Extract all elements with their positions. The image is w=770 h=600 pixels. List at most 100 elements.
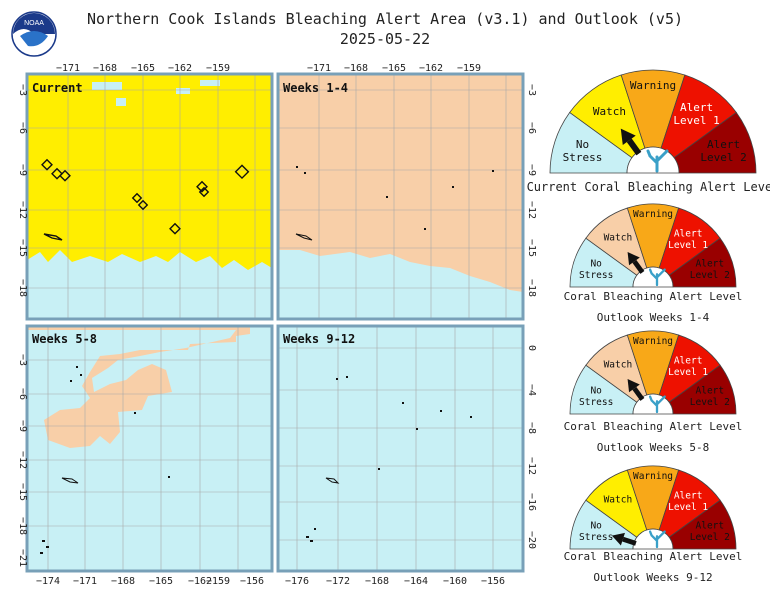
alert-level-1-label: Alert xyxy=(680,101,713,114)
gauge-caption: Outlook Weeks 5-8 xyxy=(597,441,710,454)
top-tick-label: −168 xyxy=(344,63,368,74)
left-tick-label: −21 xyxy=(17,549,28,567)
noaa-logo: NOAA xyxy=(11,11,57,57)
coral-icon xyxy=(648,268,666,287)
top-tick-label: −162 xyxy=(168,63,192,74)
map-current-top-axis: −171 −168 −165 −162 −159 xyxy=(56,63,230,74)
right-tick-label: −8 xyxy=(526,422,537,434)
map-weeks-1-4-grid xyxy=(278,74,523,319)
gauge-arrowhead xyxy=(611,532,625,546)
warning-label: Warning xyxy=(633,336,673,347)
top-tick-label: −159 xyxy=(206,63,230,74)
map-weeks-1-4-islands xyxy=(295,166,494,241)
alert-level-2-label: Level 2 xyxy=(690,270,730,281)
bottom-tick-label: −172 xyxy=(326,576,350,587)
right-tick-label: −12 xyxy=(526,457,537,475)
alert-level-2-label: Alert xyxy=(707,138,740,151)
left-tick-label: −15 xyxy=(17,483,28,501)
alert-level-1-label: Alert xyxy=(674,356,703,367)
page-date: 2025-05-22 xyxy=(340,30,430,48)
no-stress-label: Stress xyxy=(579,397,613,408)
alert-level-2-label: Level 2 xyxy=(690,532,730,543)
no-stress-label: Stress xyxy=(563,151,603,164)
right-tick-label: −6 xyxy=(526,122,537,134)
alert-level-1-label: Level 1 xyxy=(668,367,708,378)
logo-text: NOAA xyxy=(24,20,44,27)
map-weeks-5-8-bottom-axis: −174 −171 −168 −165 −162 −159 −156 xyxy=(36,576,264,587)
watch-label: Watch xyxy=(593,105,626,118)
right-tick-label: −9 xyxy=(526,164,537,176)
top-tick-label: −168 xyxy=(93,63,117,74)
alert-level-1-label: Level 1 xyxy=(673,114,719,127)
left-tick-label: −6 xyxy=(17,388,28,400)
alert-level-2-label: Alert xyxy=(696,259,725,270)
map-current-label: Current xyxy=(32,81,83,95)
map-weeks-5-8-islands xyxy=(40,366,170,554)
coral-icon xyxy=(648,395,666,414)
right-tick-label: −16 xyxy=(526,493,537,511)
alert-level-1-label: Level 1 xyxy=(668,502,708,513)
bottom-tick-label: −162 xyxy=(188,576,212,587)
top-tick-label: −162 xyxy=(419,63,443,74)
map-weeks-1-4-right-axis: −3 −6 −9 −12 −15 −18 xyxy=(526,84,537,297)
alert-level-2-label: Level 2 xyxy=(690,397,730,408)
map-weeks-9-12-bottom-axis: −176 −172 −168 −164 −160 −156 xyxy=(285,576,505,587)
right-tick-label: −3 xyxy=(526,84,537,96)
bottom-tick-label: −159 xyxy=(206,576,230,587)
no-stress-label: No xyxy=(590,386,602,397)
gauge-arrowhead xyxy=(627,252,640,266)
alert-level-1-label: Level 1 xyxy=(668,240,708,251)
gauge-caption: Coral Bleaching Alert Level xyxy=(564,290,743,303)
map-weeks-5-8-frame xyxy=(25,324,274,573)
map-weeks-9-12-islands xyxy=(306,376,472,542)
map-weeks-1-4-nostress-region xyxy=(278,250,523,319)
map-current: Current −171 −168 −165 −162 −159 −3 −6 −… xyxy=(17,63,274,321)
gauge-caption: Outlook Weeks 9-12 xyxy=(593,571,712,584)
left-tick-label: −9 xyxy=(17,164,28,176)
gauge-caption: Current Coral Bleaching Alert Level xyxy=(527,180,770,194)
map-weeks-5-8-watch-region xyxy=(27,326,250,448)
map-weeks-9-12-frame xyxy=(276,324,525,573)
coral-icon xyxy=(646,149,669,173)
coral-icon xyxy=(648,530,666,549)
bottom-tick-label: −168 xyxy=(111,576,135,587)
top-tick-label: −159 xyxy=(457,63,481,74)
map-weeks-5-8: Weeks 5-8 −3 −6 −9 −12 −15 −18 −21 −174 … xyxy=(17,324,274,587)
alert-level-2-label: Alert xyxy=(696,521,725,532)
gauge-arrowhead xyxy=(627,379,640,393)
map-weeks-5-8-label: Weeks 5-8 xyxy=(32,332,97,346)
no-stress-label: No xyxy=(576,138,589,151)
alert-level-2-label: Alert xyxy=(696,386,725,397)
left-tick-label: −15 xyxy=(17,239,28,257)
map-weeks-9-12-right-axis: 0 −4 −8 −12 −16 −20 xyxy=(526,345,537,549)
bottom-tick-label: −165 xyxy=(149,576,173,587)
map-current-nostress-region xyxy=(27,80,272,319)
left-tick-label: −18 xyxy=(17,517,28,535)
map-weeks-5-8-background xyxy=(27,326,272,571)
gauge-caption: Coral Bleaching Alert Level xyxy=(564,550,743,563)
left-tick-label: −9 xyxy=(17,420,28,432)
gauge-caption: Coral Bleaching Alert Level xyxy=(564,420,743,433)
left-tick-label: −12 xyxy=(17,451,28,469)
map-weeks-1-4: Weeks 1-4 −171 −168 −165 −162 −159 −3 −6… xyxy=(276,63,537,321)
left-tick-label: −3 xyxy=(17,354,28,366)
gauge-arrow xyxy=(632,386,645,401)
right-tick-label: −18 xyxy=(526,279,537,297)
right-tick-label: −4 xyxy=(526,384,537,396)
left-tick-label: −6 xyxy=(17,122,28,134)
left-tick-label: −3 xyxy=(17,84,28,96)
no-stress-label: No xyxy=(590,521,602,532)
warning-label: Warning xyxy=(630,79,676,92)
alert-level-2-label: Level 2 xyxy=(700,151,746,164)
bottom-tick-label: −160 xyxy=(443,576,467,587)
map-weeks-9-12-label: Weeks 9-12 xyxy=(283,332,355,346)
map-weeks-9-12-grid xyxy=(278,326,523,571)
gauge-arrow xyxy=(626,138,642,156)
bottom-tick-label: −171 xyxy=(73,576,97,587)
gauge-arrow xyxy=(622,536,637,546)
no-stress-label: Stress xyxy=(579,270,613,281)
left-tick-label: −18 xyxy=(17,279,28,297)
top-tick-label: −165 xyxy=(131,63,155,74)
